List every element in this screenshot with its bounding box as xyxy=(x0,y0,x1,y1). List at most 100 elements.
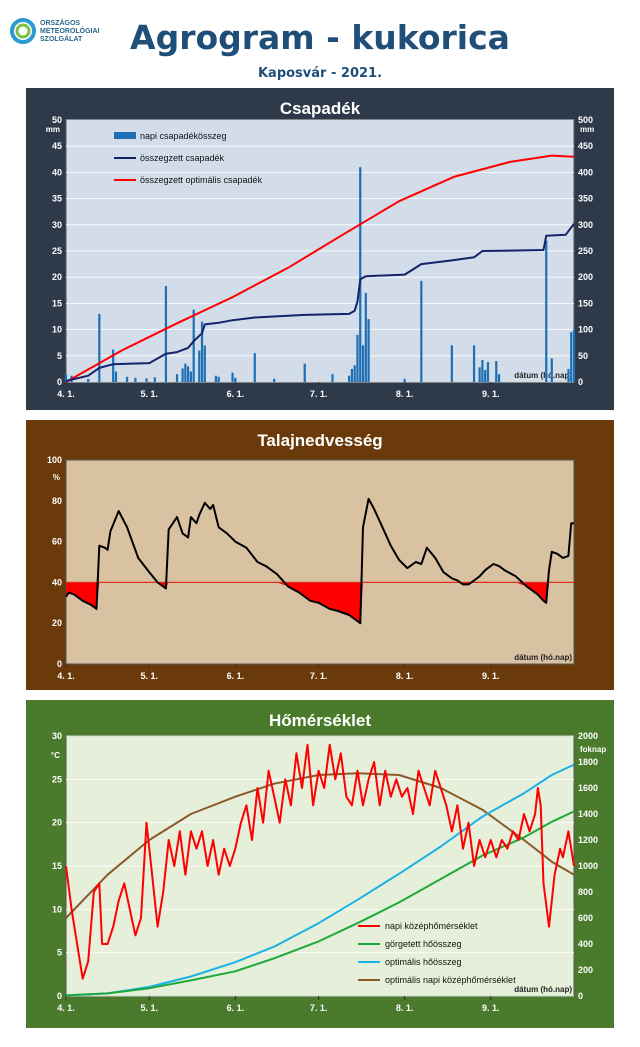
y2-tick-label: 600 xyxy=(578,913,593,923)
y2-tick-label: 1600 xyxy=(578,783,598,793)
precip-bar xyxy=(572,329,576,382)
daily-mean-temp-line xyxy=(65,743,575,980)
y-tick-label: 30 xyxy=(52,220,62,230)
legend-label: optimális napi középhőmérséklet xyxy=(385,975,516,985)
logo-swirl-icon xyxy=(10,18,36,44)
precip-bar xyxy=(217,376,220,382)
y2-tick-label: 500 xyxy=(578,115,593,125)
precip-bar xyxy=(450,345,453,382)
soil-moisture-line xyxy=(65,497,574,625)
x-tick-label: 5. 1. xyxy=(141,1003,159,1013)
y-tick-label: 30 xyxy=(52,731,62,741)
x-tick-label: 8. 1. xyxy=(396,389,414,399)
legend-label: összegzett optimális csapadék xyxy=(140,175,263,185)
precip-bar xyxy=(198,350,201,382)
y2-tick-label: 1800 xyxy=(578,757,598,767)
legend-label: napi középhőmérséklet xyxy=(385,921,478,931)
y2-tick-label: 1200 xyxy=(578,835,598,845)
chart-title: Csapadék xyxy=(280,99,361,118)
precip-bar xyxy=(545,240,548,382)
x-tick-label: 7. 1. xyxy=(310,389,328,399)
precip-bar xyxy=(472,345,476,382)
precip-bar xyxy=(64,374,68,382)
omsz-logo: ORSZÁGOS METEOROLÓGIAI SZOLGÁLAT xyxy=(8,10,118,50)
precip-bar xyxy=(164,286,168,382)
precip-bar xyxy=(112,349,115,382)
precip-bar xyxy=(497,374,501,382)
optimal-daily-temp-line xyxy=(65,772,575,919)
y2-tick-label: 200 xyxy=(578,272,593,282)
y-tick-label: 40 xyxy=(52,167,62,177)
precip-bar xyxy=(481,359,484,382)
precip-bar xyxy=(356,334,359,382)
precip-bar xyxy=(350,368,354,382)
legend-label: összegzett csapadék xyxy=(140,153,225,163)
y-axis-unit: mm xyxy=(46,125,60,134)
precip-bar xyxy=(495,361,498,382)
precip-bar xyxy=(486,362,490,382)
y2-tick-label: 800 xyxy=(578,887,593,897)
y-tick-label: 25 xyxy=(52,246,62,256)
soil-moisture-panel: Talajnedvesség 0 20 40 60 80 100% 4. 1. 5. 1. 6. … xyxy=(26,420,614,690)
precip-bar xyxy=(273,378,276,382)
y-tick-label: 0 xyxy=(57,991,62,1001)
precip-bar xyxy=(361,345,365,382)
temperature-chart: Hőmérséklet 0 5 10 15 20 25 30 0 200 400 600 800 1000… xyxy=(26,700,614,1028)
chart-title: Talajnedvesség xyxy=(257,431,382,450)
legend-swatch-bar xyxy=(114,132,136,139)
precip-bar xyxy=(570,332,573,382)
y2-tick-label: 250 xyxy=(578,246,593,256)
x-tick-label: 6. 1. xyxy=(227,1003,245,1013)
precip-bar xyxy=(189,371,193,382)
x-axis-label: dátum (hó.nap) xyxy=(514,371,572,380)
precip-bar xyxy=(403,378,406,382)
legend-label: optimális hőösszeg xyxy=(385,957,462,967)
rolling-heat-sum-line xyxy=(65,810,575,997)
y-axis-unit: °C xyxy=(51,751,60,760)
x-tick-label: 8. 1. xyxy=(396,671,414,681)
y-tick-label: 50 xyxy=(52,115,62,125)
precip-bar xyxy=(567,368,570,382)
precip-bar xyxy=(153,377,156,382)
y-tick-label: 20 xyxy=(52,272,62,282)
optimal-heat-sum-line xyxy=(65,763,575,997)
page-subtitle: Kaposvár - 2021. xyxy=(257,66,383,81)
precip-bar xyxy=(253,353,256,382)
precip-bar xyxy=(200,321,204,382)
precip-bar xyxy=(87,378,90,382)
y2-tick-label: 200 xyxy=(578,965,593,975)
precipitation-panel: Csapadék 0 5 10 15 20 25 30 35 40 45 50 0 50 100 150 200… xyxy=(26,88,614,410)
y2-tick-label: 0 xyxy=(578,991,583,1001)
precip-bar xyxy=(331,374,334,382)
y-tick-label: 10 xyxy=(52,904,62,914)
y-tick-label: 60 xyxy=(52,537,62,547)
y-tick-label: 5 xyxy=(57,948,62,958)
y2-tick-label: 400 xyxy=(578,939,593,949)
precip-bar xyxy=(98,313,101,382)
y-tick-label: 25 xyxy=(52,774,62,784)
precip-bar xyxy=(214,375,218,382)
y2-tick-label: 300 xyxy=(578,220,593,230)
y-tick-label: 80 xyxy=(52,496,62,506)
y2-tick-label: 150 xyxy=(578,298,593,308)
logo-line-1: ORSZÁGOS xyxy=(40,20,81,27)
precip-bar xyxy=(134,377,137,382)
x-tick-label: 6. 1. xyxy=(227,671,245,681)
x-tick-label: 7. 1. xyxy=(310,1003,328,1013)
x-tick-label: 7. 1. xyxy=(310,671,328,681)
logo-line-3: SZOLGÁLAT xyxy=(40,36,83,43)
y-tick-label: 35 xyxy=(52,194,62,204)
plot-area xyxy=(65,459,575,665)
precip-bar xyxy=(231,372,234,382)
x-tick-label: 9. 1. xyxy=(482,1003,500,1013)
precip-bar xyxy=(367,319,370,382)
precip-bar xyxy=(114,371,118,382)
precip-bar xyxy=(145,378,148,382)
y-tick-label: 100 xyxy=(47,455,62,465)
y2-tick-label: 450 xyxy=(578,141,593,151)
x-tick-label: 4. 1. xyxy=(57,1003,75,1013)
temperature-panel: Hőmérséklet 0 5 10 15 20 25 30 0 200 400 600 800 1000… xyxy=(26,700,614,1028)
y-tick-label: 20 xyxy=(52,618,62,628)
x-tick-label: 4. 1. xyxy=(57,671,75,681)
y2-axis-unit: mm xyxy=(580,125,594,134)
